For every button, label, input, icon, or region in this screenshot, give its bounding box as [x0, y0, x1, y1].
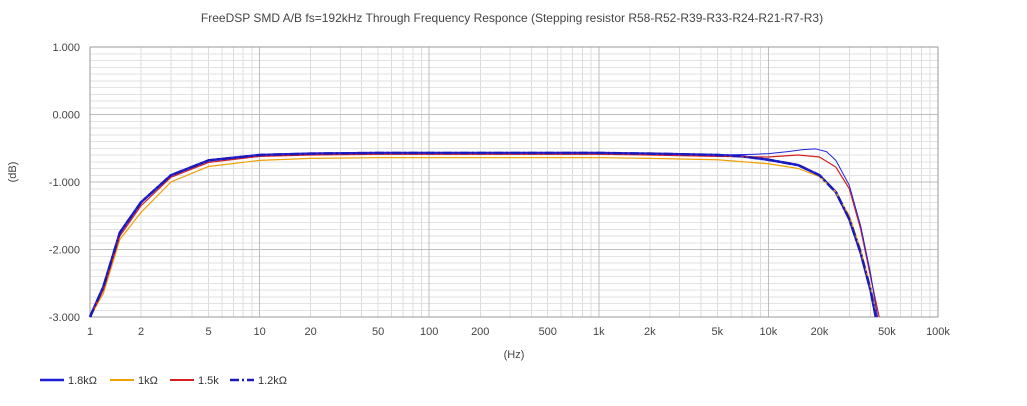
x-tick-label: 100k [926, 326, 950, 338]
chart-title: FreeDSP SMD A/B fs=192kHz Through Freque… [201, 11, 823, 25]
series-line-3 [88, 151, 878, 318]
y-tick-label: -2.000 [49, 245, 80, 257]
x-axis-ticks: 1 2 5 10 20 50 100 200 500 1k 2k 5k 10k 20k 50k 100k [87, 326, 950, 338]
y-tick-label: -1.000 [49, 177, 80, 189]
x-tick-label: 50 [372, 326, 384, 338]
x-tick-label: 2k [644, 326, 656, 338]
x-tick-label: 5 [205, 326, 211, 338]
plot-area [89, 46, 939, 318]
x-tick-label: 10 [253, 326, 265, 338]
x-tick-label: 2 [138, 326, 144, 338]
x-tick-label: 10k [760, 326, 778, 338]
x-tick-label: 20 [305, 326, 317, 338]
series-line-4 [717, 148, 879, 318]
x-tick-label: 20k [811, 326, 829, 338]
x-tick-label: 1k [593, 326, 605, 338]
legend-label: 1.8kΩ [68, 375, 97, 387]
series-line-2 [89, 153, 880, 318]
legend-label: 1kΩ [138, 375, 158, 387]
x-tick-label: 200 [471, 326, 489, 338]
x-tick-label: 100 [420, 326, 438, 338]
legend: 1.8kΩ 1kΩ 1.5k 1.2kΩ [40, 375, 287, 387]
legend-label: 1.2kΩ [258, 375, 287, 387]
y-tick-label: -3.000 [49, 312, 80, 324]
x-tick-label: 5k [712, 326, 724, 338]
series-layer [88, 148, 880, 318]
series-line-0 [88, 151, 878, 318]
y-axis-label: (dB) [7, 162, 19, 183]
x-tick-label: 1 [87, 326, 93, 338]
y-tick-label: 0.000 [52, 110, 80, 122]
legend-label: 1.5k [198, 375, 219, 387]
x-tick-label: 500 [539, 326, 557, 338]
x-tick-label: 50k [878, 326, 896, 338]
y-tick-label: 1.000 [52, 42, 80, 54]
y-axis-ticks: 1.000 0.000 -1.000 -2.000 -3.000 [49, 42, 80, 324]
x-axis-label: (Hz) [504, 349, 525, 361]
